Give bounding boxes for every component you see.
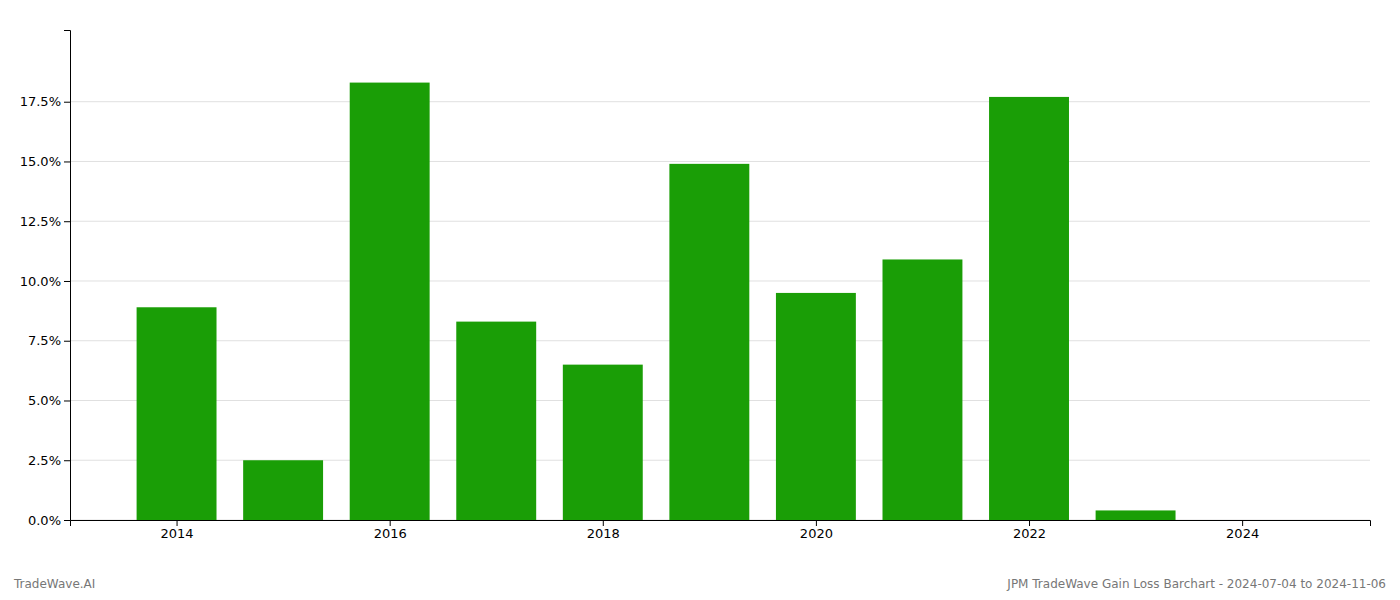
y-tick: 5.0% <box>28 393 70 408</box>
y-tick: 10.0% <box>20 274 70 289</box>
bar <box>1202 520 1282 521</box>
x-tick-label: 2016 <box>374 526 407 541</box>
x-tick-label: 2022 <box>1013 526 1046 541</box>
y-tick-label: 7.5% <box>28 333 61 348</box>
x-tick: 2014 <box>161 520 194 541</box>
grid-line <box>70 161 1370 162</box>
annotation: JPM TradeWave Gain Loss Barchart - 2024-… <box>1006 577 1386 591</box>
y-tick-label: 0.0% <box>28 513 61 528</box>
y-tick-mark <box>64 102 70 103</box>
y-tick-mark <box>64 161 70 162</box>
x-axis-line <box>71 521 1371 527</box>
bar <box>669 164 749 520</box>
y-tick-label: 12.5% <box>20 214 61 229</box>
y-tick-label: 17.5% <box>20 94 61 109</box>
x-tick-mark <box>1029 520 1030 526</box>
chart: 2014 2016 2018 2020 2022 2024 0.0% 2.5% 5.0% 7.5%… <box>0 0 1400 600</box>
y-tick: 15.0% <box>20 154 70 169</box>
bar <box>243 460 323 520</box>
y-tick-mark <box>64 460 70 461</box>
y-tick-label: 5.0% <box>28 393 61 408</box>
bar <box>350 83 430 520</box>
x-tick-mark <box>1242 520 1243 526</box>
y-tick: 0.0% <box>28 513 70 528</box>
x-tick: 2024 <box>1226 520 1259 541</box>
y-tick-mark <box>64 341 70 342</box>
bar <box>1096 510 1176 520</box>
y-tick: 17.5% <box>20 94 70 109</box>
y-tick-label: 2.5% <box>28 453 61 468</box>
bar <box>137 307 217 520</box>
y-tick-mark <box>64 520 70 521</box>
x-tick: 2022 <box>1013 520 1046 541</box>
bar <box>989 97 1069 520</box>
y-tick-label: 10.0% <box>20 274 61 289</box>
x-tick-mark <box>816 520 817 526</box>
grid-line <box>70 101 1370 102</box>
y-axis-line <box>64 31 71 521</box>
bar <box>456 322 536 520</box>
plot-area: 2014 2016 2018 2020 2022 2024 0.0% 2.5% 5.0% 7.5%… <box>20 31 1371 542</box>
x-tick-label: 2024 <box>1226 526 1259 541</box>
x-tick-mark <box>177 520 178 526</box>
grid <box>70 102 1370 520</box>
y-tick: 2.5% <box>28 453 70 468</box>
bar <box>563 365 643 520</box>
x-tick-mark <box>603 520 604 526</box>
y-tick: 7.5% <box>28 333 70 348</box>
y-tick-mark <box>64 281 70 282</box>
bars <box>137 83 1176 520</box>
y-tick-mark <box>64 400 70 401</box>
x-tick: 2018 <box>587 520 620 541</box>
x-tick-label: 2014 <box>161 526 194 541</box>
x-axis: 2014 2016 2018 2020 2022 2024 <box>71 520 1371 541</box>
y-tick-mark <box>64 221 70 222</box>
x-tick-mark <box>390 520 391 526</box>
x-tick: 2020 <box>800 520 833 541</box>
y-tick-label: 15.0% <box>20 154 61 169</box>
bar <box>776 293 856 520</box>
bar <box>883 259 963 520</box>
x-tick-label: 2018 <box>587 526 620 541</box>
y-tick: 12.5% <box>20 214 70 229</box>
x-tick-label: 2020 <box>800 526 833 541</box>
x-tick: 2016 <box>374 520 407 541</box>
y-axis: 0.0% 2.5% 5.0% 7.5% 10.0% 12.5% 15.0% 17.5% <box>20 31 71 528</box>
annotation: TradeWave.AI <box>13 577 95 591</box>
